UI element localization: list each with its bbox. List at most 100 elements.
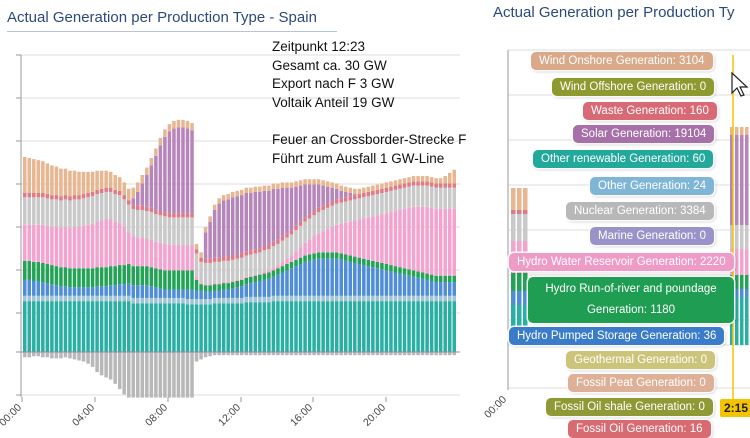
bar-segment <box>203 262 208 285</box>
bar-segment <box>434 183 438 188</box>
bar-segment <box>27 158 32 193</box>
bar-segment <box>176 119 181 128</box>
bar-segment-negative <box>59 352 63 359</box>
bar-segment <box>140 297 145 304</box>
bar-segment <box>380 301 384 352</box>
bar-segment <box>447 275 452 283</box>
bar-segment <box>235 297 240 304</box>
bar-segment <box>366 186 371 192</box>
bar-segment <box>267 244 271 250</box>
bar-segment <box>122 195 126 200</box>
bar-segment <box>316 184 321 208</box>
bar-segment <box>212 209 217 258</box>
bar-segment <box>343 191 348 198</box>
bar-segment <box>321 180 325 186</box>
bar-segment <box>32 159 36 193</box>
tooltip-entry: Solar Generation: 19104 <box>573 125 715 143</box>
bar-segment <box>68 287 72 296</box>
bar-segment <box>190 213 194 218</box>
bar-segment <box>285 233 289 238</box>
bar-segment <box>154 214 158 242</box>
bar-segment-negative <box>375 352 380 356</box>
bar-segment <box>393 180 398 186</box>
bar-segment <box>185 120 190 129</box>
bar-segment <box>158 303 163 352</box>
bar-segment-negative <box>244 352 249 356</box>
bar-segment-negative <box>203 352 208 358</box>
bar-segment <box>32 295 36 302</box>
bar-segment <box>262 279 267 297</box>
bar-segment <box>420 301 425 352</box>
bar-segment <box>131 266 136 286</box>
bar-segment-negative <box>380 352 384 356</box>
bar-segment <box>63 195 68 200</box>
bar-segment <box>371 190 375 196</box>
bar-segment <box>389 271 393 296</box>
bar-segment <box>185 244 190 271</box>
bar-segment <box>294 186 298 226</box>
bar-segment <box>375 268 380 296</box>
bar-segment <box>511 273 516 291</box>
bar-segment <box>357 194 362 199</box>
tooltip-entry: Waste Generation: 160 <box>583 102 717 120</box>
bar-segment <box>411 276 416 296</box>
tooltip-entry: Marine Generation: 0 <box>590 227 715 245</box>
bar-segment <box>240 257 244 279</box>
bar-segment-negative <box>321 352 325 356</box>
bar-segment <box>122 295 126 302</box>
bar-segment <box>230 280 235 283</box>
bar-segment <box>172 120 176 129</box>
bar-segment <box>398 188 402 210</box>
bar-segment <box>104 170 108 188</box>
bar-segment <box>425 295 429 302</box>
bar-segment <box>208 304 212 352</box>
bar-segment <box>167 213 172 218</box>
bar-segment <box>745 127 749 135</box>
bar-segment <box>416 271 420 278</box>
bar-segment <box>452 208 457 276</box>
bar-segment <box>199 257 203 262</box>
bar-segment <box>740 249 744 275</box>
bar-segment-negative <box>276 352 280 356</box>
bar-segment-negative <box>32 352 36 357</box>
bar-segment <box>72 287 77 296</box>
bar-segment <box>81 287 86 296</box>
bar-segment <box>511 214 516 241</box>
bar-segment <box>230 197 235 256</box>
bar-segment <box>339 202 343 224</box>
bar-segment <box>95 170 99 190</box>
bar-segment <box>59 196 63 201</box>
bar-segment <box>271 267 276 271</box>
bar-segment <box>452 295 457 302</box>
bar-segment <box>398 295 402 302</box>
bar-segment <box>285 270 289 296</box>
bar-segment <box>389 181 393 187</box>
bar-segment <box>136 297 140 304</box>
bar-segment <box>32 280 36 296</box>
bar-segment <box>149 239 154 268</box>
bar-segment <box>434 178 438 184</box>
bar-segment <box>217 283 221 285</box>
bar-segment <box>402 274 407 296</box>
bar-segment <box>140 237 145 267</box>
bar-segment <box>348 196 353 201</box>
bar-segment <box>321 258 325 296</box>
bar-segment <box>27 301 32 352</box>
bar-segment <box>438 208 443 276</box>
bar-segment <box>253 296 258 303</box>
bar-segment <box>181 289 185 298</box>
bar-segment <box>735 275 739 289</box>
bar-segment <box>240 303 244 352</box>
bar-segment <box>371 216 375 261</box>
bar-segment <box>131 236 136 267</box>
annotation-line: Voltaik Anteil 19 GW <box>272 94 395 110</box>
bar-segment <box>289 182 294 188</box>
bar-segment <box>190 304 194 352</box>
bar-segment <box>181 244 185 271</box>
tooltip-entry: Hydro Run-of-river and poundage Generati… <box>528 277 734 323</box>
bar-segment <box>158 211 163 216</box>
bar-segment <box>77 268 81 288</box>
bar-segment-negative <box>384 352 389 356</box>
bar-segment <box>511 210 516 214</box>
bar-segment <box>425 176 429 182</box>
